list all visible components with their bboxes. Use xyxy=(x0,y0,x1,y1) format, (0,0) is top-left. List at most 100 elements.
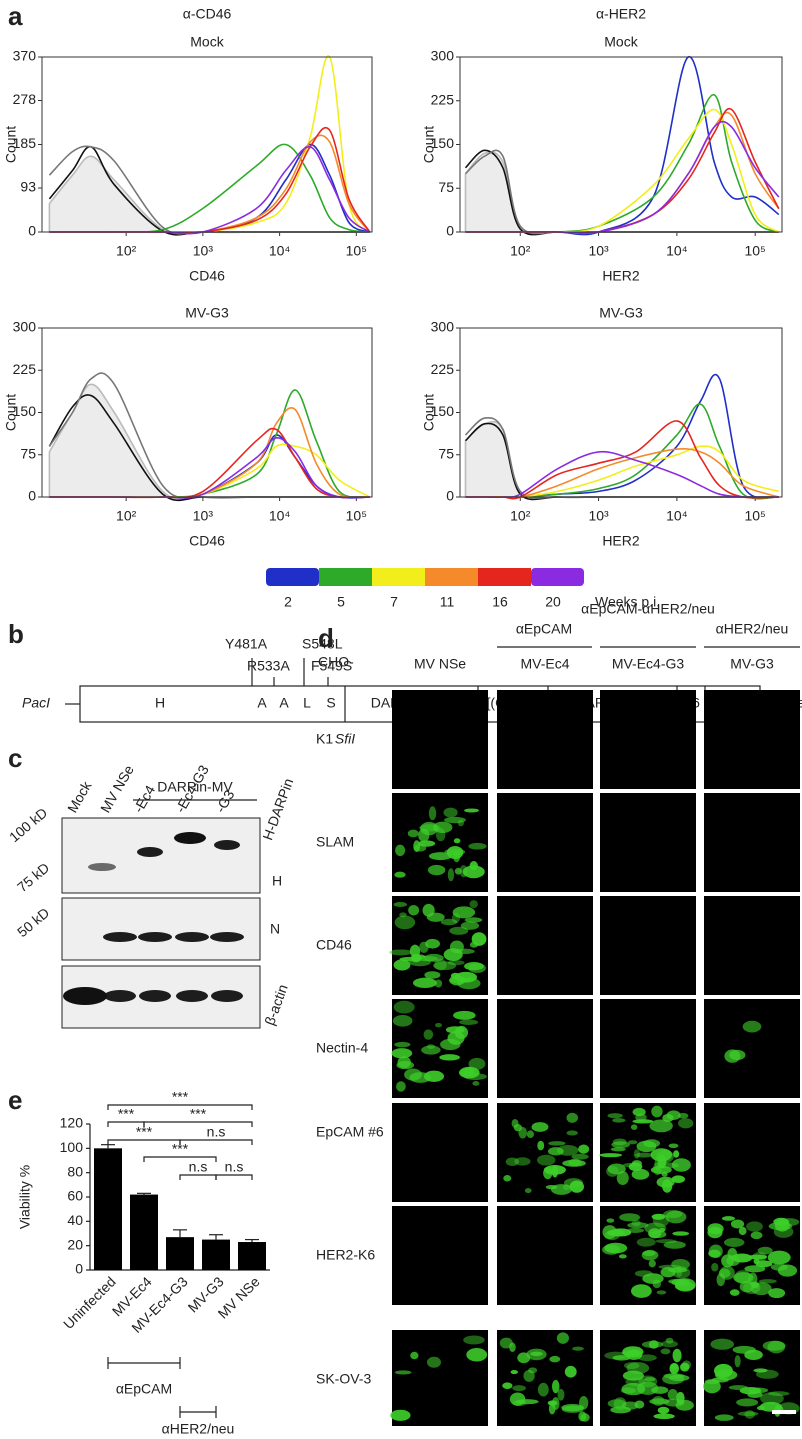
cell xyxy=(511,1119,519,1128)
legend-unit: Weeks p.i. xyxy=(595,594,660,610)
cell xyxy=(394,1041,411,1048)
cell xyxy=(607,1163,626,1175)
cell xyxy=(426,1356,442,1368)
cell xyxy=(393,1000,415,1014)
cell xyxy=(742,1281,761,1295)
x-tick-label: 10⁴ xyxy=(666,508,688,524)
cell xyxy=(632,1107,646,1117)
micrograph xyxy=(497,896,593,995)
mutation-label: S548L xyxy=(302,636,343,652)
cell xyxy=(678,1112,689,1119)
panel-label: a xyxy=(8,1,23,31)
cell xyxy=(668,1143,679,1149)
cell xyxy=(657,1406,670,1414)
cell xyxy=(604,1242,628,1254)
cell xyxy=(566,1112,578,1123)
micrograph xyxy=(600,690,696,789)
cell xyxy=(767,1250,791,1265)
y-tick-label: 93 xyxy=(20,179,36,195)
cell xyxy=(634,1152,653,1158)
cell xyxy=(671,1175,685,1184)
x-axis-label: HER2 xyxy=(602,533,640,549)
cell xyxy=(512,1385,526,1392)
cell xyxy=(674,1281,695,1291)
cell xyxy=(571,1153,589,1160)
y-tick-label: 0 xyxy=(446,223,454,239)
cell xyxy=(463,1335,485,1345)
cell xyxy=(627,1140,638,1145)
cell xyxy=(671,1259,690,1270)
cell xyxy=(453,1010,476,1020)
cell xyxy=(394,915,416,930)
segment-label: H xyxy=(155,695,165,711)
cell xyxy=(464,808,479,813)
blot-band xyxy=(176,990,208,1002)
chart-title: MV-G3 xyxy=(185,305,229,321)
cell xyxy=(556,1332,569,1344)
cell xyxy=(390,1409,411,1421)
micrograph xyxy=(704,896,800,995)
cell xyxy=(665,1337,674,1344)
significance-label: *** xyxy=(172,1141,189,1157)
cell xyxy=(610,1147,626,1152)
cell xyxy=(547,1147,564,1156)
legend-label: 16 xyxy=(492,594,508,610)
x-tick-label: 10⁴ xyxy=(666,243,688,259)
cell xyxy=(472,1080,480,1086)
histogram-area xyxy=(48,155,370,235)
cell xyxy=(407,829,419,838)
cell xyxy=(634,1270,653,1277)
cell xyxy=(449,975,466,986)
cell xyxy=(578,1144,590,1154)
cell xyxy=(528,1367,538,1374)
significance-bracket xyxy=(107,1139,181,1145)
cell xyxy=(394,871,406,878)
cell xyxy=(537,1382,549,1397)
cell xyxy=(394,1370,412,1375)
cell xyxy=(427,864,446,876)
column-label: MV-G3 xyxy=(730,656,774,672)
cell xyxy=(672,1231,690,1236)
legend-swatch xyxy=(266,568,319,586)
cell xyxy=(607,1113,623,1119)
column-header: α-HER2 xyxy=(596,6,646,22)
cell xyxy=(650,1148,673,1162)
cell xyxy=(439,1054,460,1061)
segment-label: A xyxy=(257,695,267,711)
mutation-label: Y481A xyxy=(225,636,268,652)
cell xyxy=(392,1015,413,1027)
lane-label: -Ec4 xyxy=(130,782,158,815)
cell xyxy=(509,1342,516,1353)
cell xyxy=(509,1392,526,1406)
cell xyxy=(636,1140,657,1153)
legend-label: 2 xyxy=(284,594,292,610)
cell xyxy=(733,1272,754,1284)
blot-band xyxy=(210,932,244,942)
legend-swatch xyxy=(372,568,425,586)
blot-band xyxy=(211,990,243,1002)
cell xyxy=(543,1167,553,1180)
blot-group: DARPin-MV xyxy=(157,779,233,795)
y-tick-label: 0 xyxy=(446,488,454,504)
blot-band xyxy=(63,987,107,1005)
cell xyxy=(757,1246,773,1255)
cell xyxy=(550,1184,573,1195)
row-label: HER2-K6 xyxy=(316,1247,375,1263)
cell xyxy=(612,1138,627,1146)
mutation-label: R533A xyxy=(247,658,290,674)
cell xyxy=(531,1122,549,1132)
group-bracket xyxy=(179,1406,217,1418)
cell xyxy=(460,921,480,930)
plot-frame xyxy=(41,56,373,233)
micrograph xyxy=(704,793,800,892)
chart-title: Mock xyxy=(604,34,638,50)
bar xyxy=(130,1194,158,1270)
panel-label: b xyxy=(8,619,24,649)
cell xyxy=(714,1414,734,1421)
y-tick-label: 75 xyxy=(20,445,36,461)
cell xyxy=(562,1184,571,1191)
cell xyxy=(732,1345,756,1354)
blot-band xyxy=(139,990,171,1002)
cell xyxy=(549,1355,561,1363)
